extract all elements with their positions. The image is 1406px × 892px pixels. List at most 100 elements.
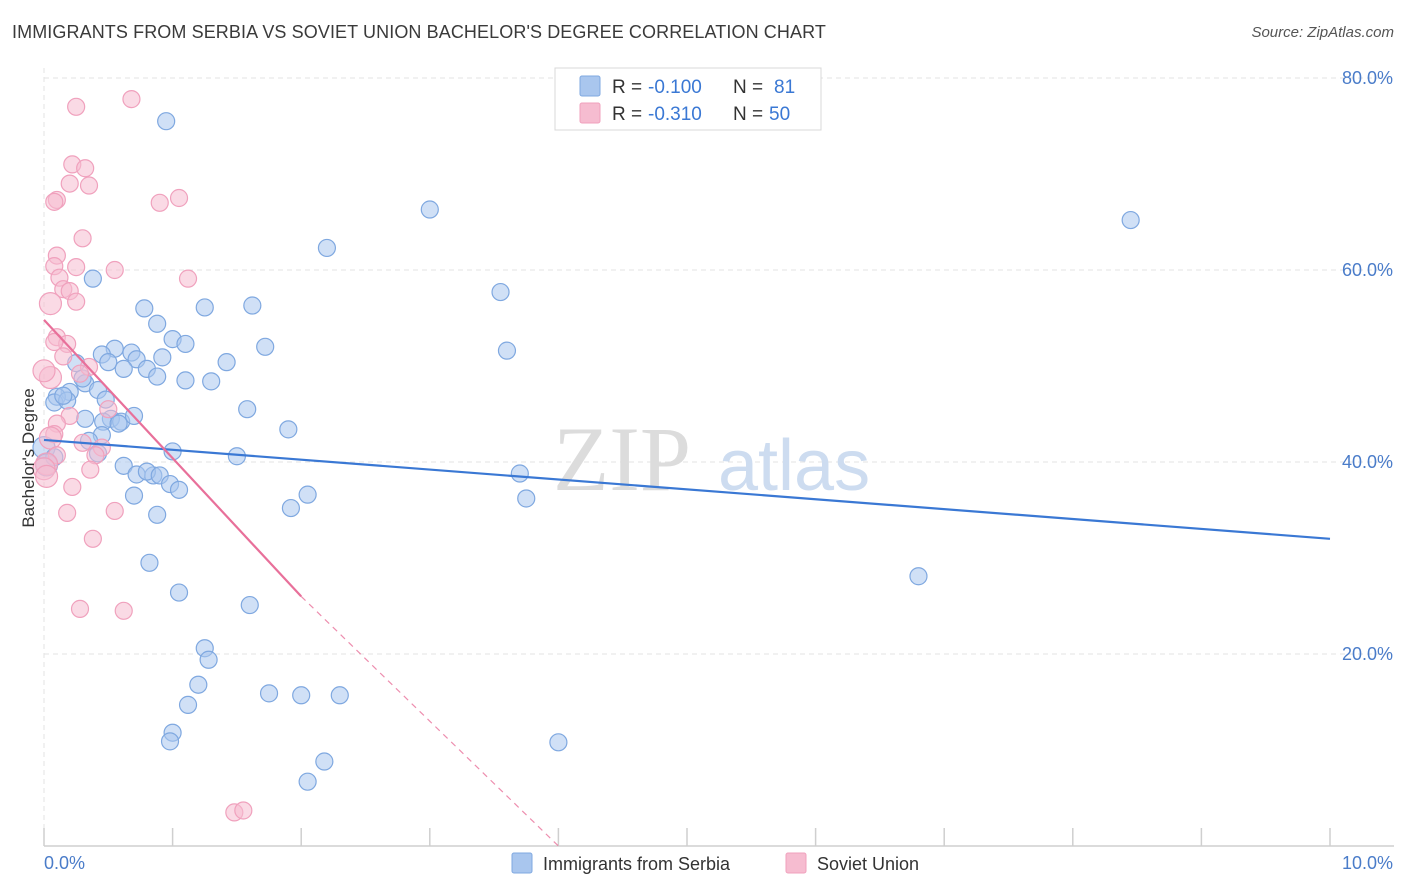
serbia-point-19 [497,341,517,360]
bottom-legend-serbia-swatch [511,852,533,874]
serbia-point-15 [153,348,172,367]
serbia-point-52 [169,480,189,499]
y-tick-labels: 20.0% 40.0% 60.0% 80.0% [1342,68,1393,664]
serbia-point-59 [169,583,189,602]
y-tick-label-2: 60.0% [1342,260,1393,280]
source-label: Source: ZipAtlas.com [1251,24,1394,41]
serbia-point-56 [517,489,536,508]
soviet-point-27 [70,364,90,383]
serbia-point-64 [189,675,208,694]
soviet-point-46 [114,601,133,620]
series-soviet-points [32,90,253,822]
soviet-trend-line [43,319,303,598]
serbia-point-67 [330,686,349,705]
serbia-point-71 [549,733,568,752]
x-tick-labels: 0.0% 10.0% [44,853,1393,873]
soviet-point-43 [105,501,124,521]
soviet-point-20 [38,292,63,316]
legend-serbia-n-value: 81 [774,77,795,98]
serbia-point-76 [202,372,221,391]
soviet-point-13 [67,258,86,277]
soviet-point-4 [60,174,79,193]
bottom-legend: Immigrants from Serbia Soviet Union [511,852,919,874]
x-axis [43,828,1394,847]
bottom-legend-serbia-label: Immigrants from Serbia [543,854,731,874]
soviet-point-49 [32,359,56,383]
bottom-legend-soviet-swatch [785,852,807,874]
watermark: ZIP atlas [553,408,870,510]
soviet-point-42 [58,503,77,522]
y-tick-label-1: 40.0% [1342,452,1393,472]
soviet-point-32 [38,426,63,450]
y-axis-label: Bachelor's Degree [19,388,38,527]
soviet-point-10 [73,229,92,248]
serbia-point-39 [238,400,257,419]
serbia-point-22 [148,367,167,386]
serbia-point-40 [279,420,298,439]
legend-soviet-n-value: 50 [769,104,790,125]
serbia-point-45 [114,456,133,475]
serbia-point-55 [281,498,301,518]
trend-lines [43,319,1331,847]
legend-serbia-swatch [579,75,601,97]
x-tick-label-1: 10.0% [1342,853,1393,873]
serbia-point-16 [99,353,118,372]
serbia-point-57 [148,505,167,524]
serbia-point-66 [292,686,311,705]
serbia-point-70 [160,732,180,751]
serbia-point-2 [1121,210,1140,230]
soviet-point-45 [70,599,90,618]
soviet-point-7 [45,192,64,211]
serbia-point-17 [217,353,236,372]
serbia-point-33 [76,409,95,428]
legend-serbia-r-value: -0.100 [648,77,702,98]
serbia-point-65 [259,684,279,703]
soviet-point-23 [45,332,64,352]
serbia-point-10 [176,334,195,354]
serbia-trend-line [43,438,1331,540]
serbia-point-73 [298,772,317,791]
serbia-point-75 [243,296,262,315]
legend-soviet-n-label: N = [733,104,763,125]
legend-soviet-r-value: -0.310 [648,104,702,125]
watermark-zip: ZIP [553,408,691,510]
serbia-point-58 [140,553,159,572]
serbia-point-0 [157,112,176,131]
serbia-point-80 [54,386,73,405]
soviet-point-9 [169,188,189,208]
serbia-point-50 [510,464,529,483]
serbia-point-23 [176,371,195,390]
chart-title: IMMIGRANTS FROM SERBIA VS SOVIET UNION B… [12,22,826,42]
gridlines [43,68,1394,846]
serbia-point-6 [195,298,214,317]
legend-serbia-r-label: R = [612,77,642,98]
serbia-point-68 [178,695,198,714]
soviet-point-5 [79,176,99,195]
soviet-point-16 [178,269,198,288]
soviet-point-1 [122,90,141,109]
series-serbia-points [32,112,1140,791]
serbia-point-1 [420,200,439,219]
soviet-point-19 [67,292,86,311]
serbia-point-3 [317,238,337,258]
y-tick-label-0: 20.0% [1342,644,1393,664]
serbia-point-78 [109,414,128,433]
serbia-point-5 [491,282,510,302]
x-tick-label-0: 0.0% [44,853,85,873]
bottom-legend-soviet-label: Soviet Union [817,854,919,874]
serbia-point-63 [199,650,218,669]
soviet-point-40 [34,464,59,488]
serbia-point-60 [240,595,259,615]
serbia-point-4 [83,269,102,288]
y-tick-label-3: 80.0% [1342,68,1393,88]
soviet-point-14 [105,260,124,280]
soviet-point-3 [76,159,95,178]
soviet-point-48 [234,801,253,820]
legend-soviet-r-label: R = [612,104,642,125]
serbia-point-7 [135,299,154,318]
soviet-point-28 [99,400,118,419]
legend-serbia-n-label: N = [733,77,763,98]
soviet-point-24 [54,347,73,366]
legend-box: R = -0.100 N = 81 R = -0.310 N = 50 [554,67,822,131]
serbia-point-72 [315,752,334,771]
